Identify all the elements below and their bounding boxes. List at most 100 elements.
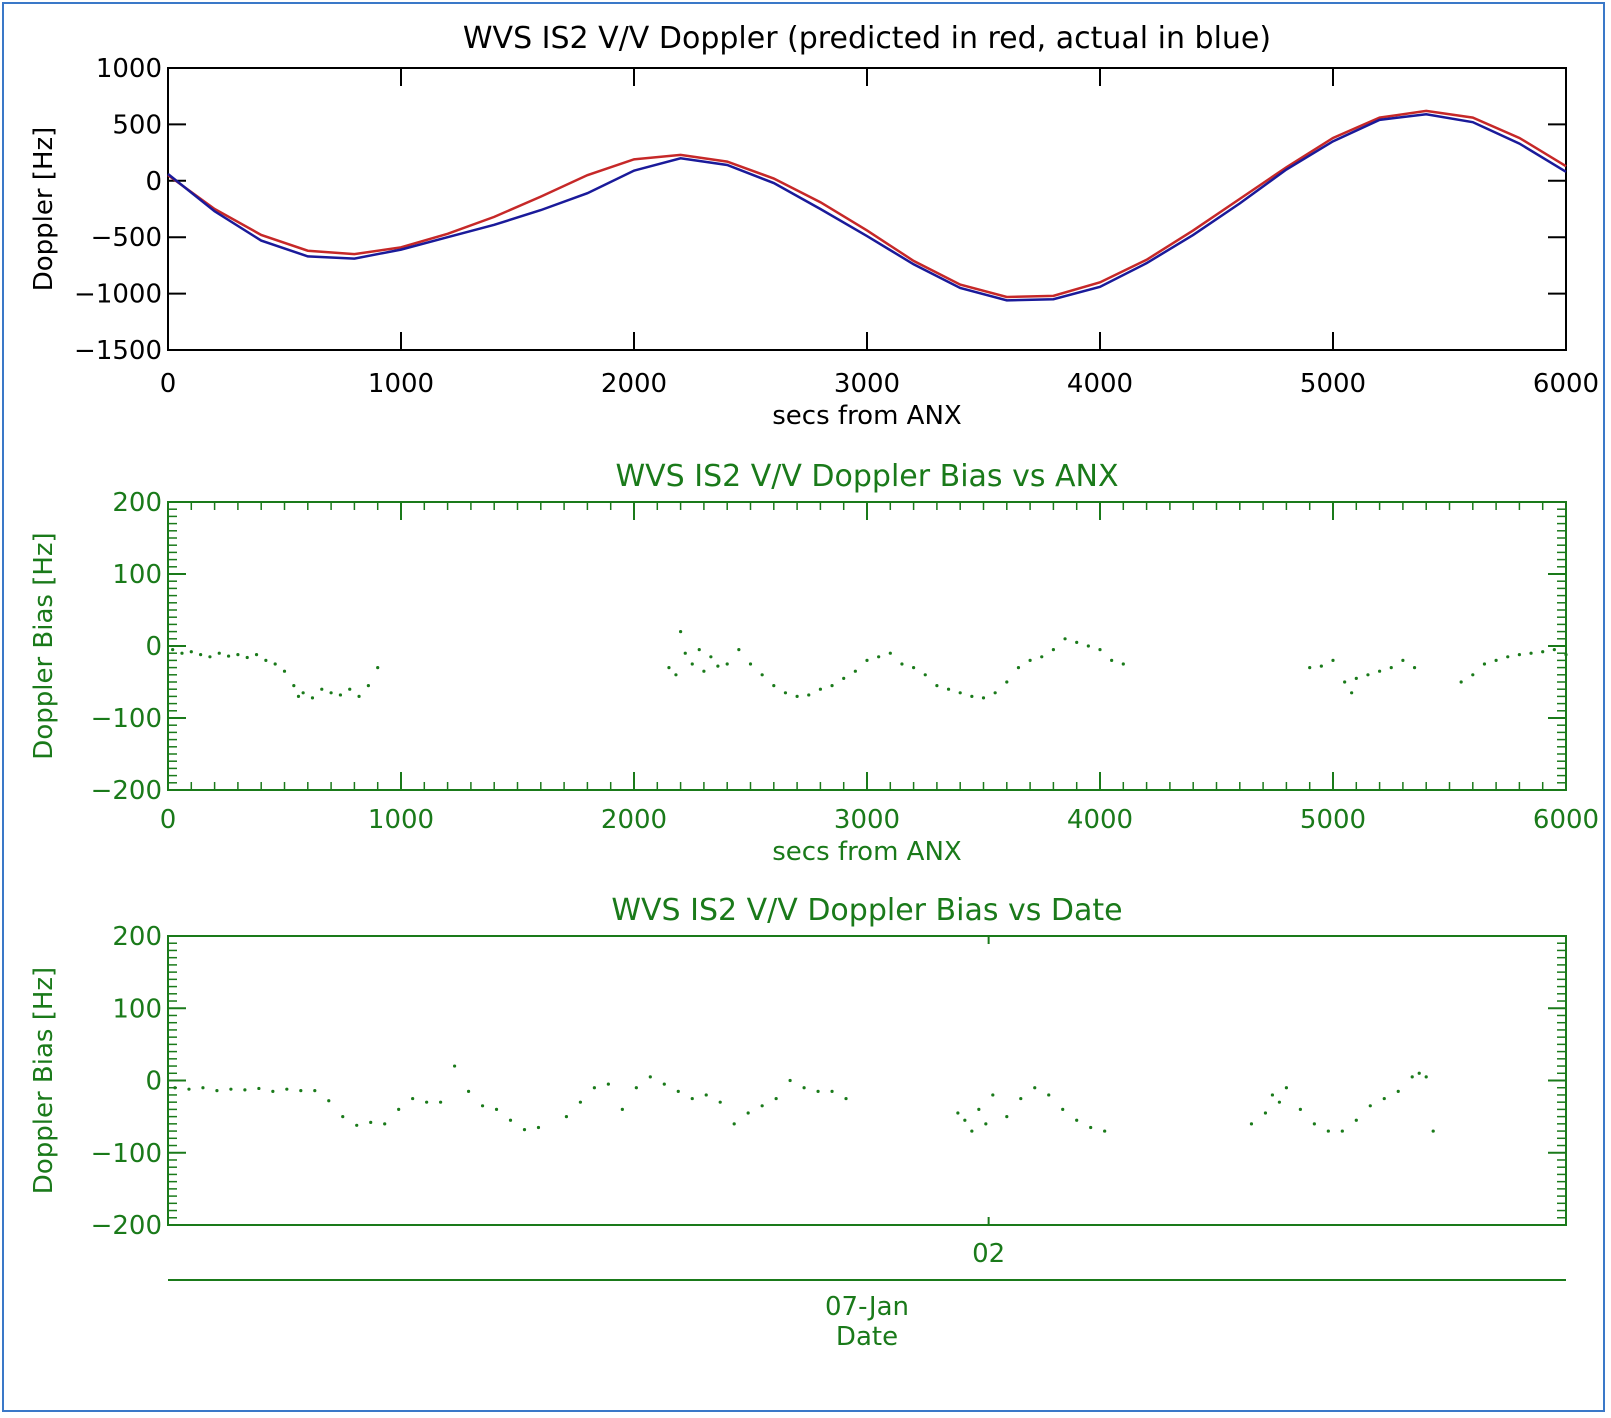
data-point <box>760 673 764 677</box>
data-point <box>397 1107 401 1111</box>
data-point <box>171 648 175 652</box>
x-axis-label: secs from ANX <box>772 837 961 867</box>
data-point <box>257 1086 261 1091</box>
data-point <box>888 651 892 655</box>
x-tick-label: 2000 <box>601 369 667 399</box>
data-point <box>338 693 343 697</box>
data-point <box>296 694 301 699</box>
data-point <box>993 691 997 695</box>
data-point <box>1319 664 1323 668</box>
data-point <box>1075 1118 1079 1122</box>
data-point <box>1016 666 1021 670</box>
x-tick-label: 02 <box>972 1239 1005 1269</box>
x-tick-label: 4000 <box>1067 805 1133 835</box>
y-tick-label: 200 <box>112 922 162 952</box>
data-point <box>956 1111 960 1115</box>
data-point <box>1541 650 1545 654</box>
data-point <box>1089 1125 1093 1130</box>
data-point <box>1098 648 1102 652</box>
data-point <box>620 1107 624 1111</box>
data-point <box>1028 658 1032 663</box>
data-point <box>215 1089 219 1093</box>
data-point <box>1249 1122 1254 1126</box>
data-point <box>1529 651 1533 655</box>
data-point <box>1326 1129 1330 1133</box>
y-tick-label: −500 <box>91 223 162 253</box>
x-tick-label: 3000 <box>834 805 900 835</box>
data-point <box>984 1122 988 1126</box>
data-point <box>1340 1129 1344 1133</box>
series-line-1 <box>167 112 1567 302</box>
data-point <box>746 1111 750 1115</box>
plot-area <box>167 501 1567 791</box>
data-point <box>173 1086 177 1090</box>
data-point <box>341 1115 345 1119</box>
data-point <box>217 651 221 655</box>
data-point <box>1298 1107 1302 1111</box>
data-point <box>1051 648 1055 652</box>
data-point <box>1354 1118 1358 1122</box>
data-point <box>690 662 694 666</box>
x-tick-label: 6000 <box>1533 369 1599 399</box>
data-point <box>679 630 683 634</box>
data-point <box>865 658 869 663</box>
data-point <box>271 1089 275 1093</box>
y-tick-label: 100 <box>112 994 162 1024</box>
data-point <box>1110 658 1114 663</box>
data-point <box>958 691 962 695</box>
date-axis-label: 07-Jan <box>825 1292 909 1322</box>
data-point <box>180 651 184 655</box>
data-point <box>1506 655 1510 659</box>
y-tick-label: −100 <box>91 1139 162 1169</box>
data-point <box>970 694 974 699</box>
data-point <box>1368 1104 1372 1108</box>
data-point <box>748 662 753 666</box>
data-point <box>963 1118 967 1122</box>
data-point <box>1047 1093 1051 1097</box>
data-point <box>1270 1093 1275 1097</box>
data-point <box>606 1082 610 1086</box>
data-point <box>522 1128 527 1132</box>
data-point <box>1040 655 1044 659</box>
data-point <box>1482 662 1487 666</box>
data-point <box>1552 648 1556 652</box>
data-point <box>697 648 701 652</box>
data-point <box>243 1088 247 1092</box>
y-tick-label: 0 <box>145 167 162 197</box>
data-point <box>683 651 687 655</box>
data-point <box>970 1129 974 1133</box>
data-point <box>830 684 834 688</box>
y-tick-label: −200 <box>91 1211 162 1241</box>
data-point <box>662 1082 666 1086</box>
data-point <box>830 1089 834 1093</box>
data-point <box>578 1100 583 1104</box>
data-point <box>807 693 811 697</box>
doppler-bias-vs-anx-chart: WVS IS2 V/V Doppler Bias vs ANX Doppler B… <box>29 459 1599 867</box>
data-point <box>1284 1086 1288 1090</box>
data-point <box>439 1100 443 1104</box>
data-point <box>466 1089 471 1093</box>
data-point <box>376 666 380 670</box>
data-point <box>320 687 324 691</box>
data-point <box>795 694 799 699</box>
x-tick-label: 1000 <box>368 369 434 399</box>
y-axis-label: Doppler [Hz] <box>29 127 59 292</box>
x-axis-label: Date <box>836 1322 898 1352</box>
data-point <box>1103 1129 1107 1133</box>
data-point <box>877 655 881 659</box>
data-point <box>946 687 951 691</box>
data-point <box>264 658 268 663</box>
data-point <box>357 694 361 699</box>
data-point <box>648 1075 652 1079</box>
data-point <box>1494 658 1498 663</box>
data-point <box>329 691 333 695</box>
data-point <box>1382 1096 1386 1101</box>
data-point <box>313 1089 317 1093</box>
data-point <box>674 673 678 677</box>
y-tick-label: −1500 <box>74 336 162 366</box>
data-point <box>1312 1122 1316 1126</box>
data-point <box>981 696 986 700</box>
data-point <box>1308 666 1312 670</box>
y-tick-label: 200 <box>112 488 162 518</box>
